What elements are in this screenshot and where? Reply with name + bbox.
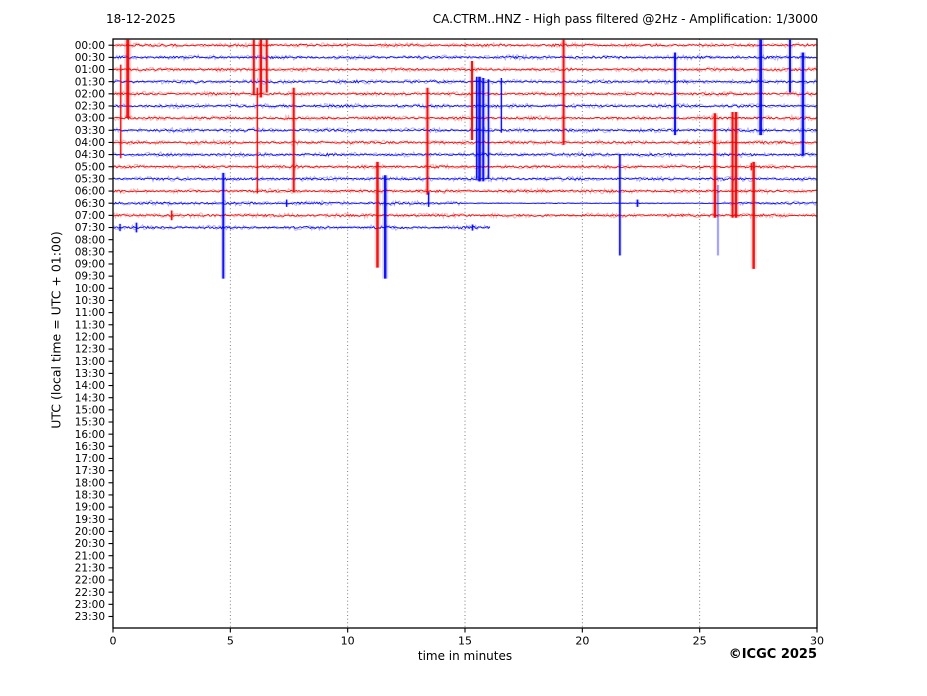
y-tick-label: 01:30 — [75, 76, 105, 88]
y-tick-label: 15:30 — [75, 417, 105, 429]
y-tick-label: 09:00 — [75, 259, 105, 271]
y-tick-label: 10:30 — [75, 295, 105, 307]
x-tick-label: 25 — [693, 635, 707, 648]
y-tick-label: 07:30 — [75, 222, 105, 234]
y-tick-label: 14:30 — [75, 392, 105, 404]
y-tick-label: 22:30 — [75, 587, 105, 599]
plot-title: CA.CTRM..HNZ - High pass filtered @2Hz -… — [432, 12, 818, 26]
y-tick-label: 15:00 — [75, 404, 105, 416]
y-tick-label: 00:00 — [75, 40, 105, 52]
y-tick-label: 12:30 — [75, 344, 105, 356]
y-tick-label: 07:00 — [75, 210, 105, 222]
x-tick-label: 10 — [341, 635, 355, 648]
y-tick-label: 09:30 — [75, 271, 105, 283]
y-tick-label: 05:30 — [75, 174, 105, 186]
y-tick-label: 22:00 — [75, 575, 105, 587]
y-tick-label: 03:00 — [75, 113, 105, 125]
y-tick-label: 21:00 — [75, 550, 105, 562]
y-tick-label: 10:00 — [75, 283, 105, 295]
trace-rows — [112, 40, 817, 232]
y-tick-label: 03:30 — [75, 125, 105, 137]
y-tick-label: 20:30 — [75, 538, 105, 550]
y-tick-label: 18:30 — [75, 490, 105, 502]
x-tick-label: 5 — [227, 635, 234, 648]
x-tick-label: 20 — [575, 635, 589, 648]
x-gridlines — [229, 39, 701, 628]
y-tick-label: 04:30 — [75, 149, 105, 161]
y-tick-label: 01:00 — [75, 64, 105, 76]
y-tick-label: 16:30 — [75, 441, 105, 453]
y-tick-label: 06:00 — [75, 186, 105, 198]
y-tick-label: 08:30 — [75, 246, 105, 258]
y-tick-label: 13:00 — [75, 356, 105, 368]
y-tick-label: 19:30 — [75, 514, 105, 526]
y-tick-label: 21:30 — [75, 562, 105, 574]
y-tick-label: 17:00 — [75, 453, 105, 465]
y-tick-label: 11:30 — [75, 319, 105, 331]
x-tick-label: 0 — [110, 635, 117, 648]
y-tick-label: 20:00 — [75, 526, 105, 538]
copyright-label: ©ICGC 2025 — [728, 647, 817, 662]
y-tick-label: 06:30 — [75, 198, 105, 210]
x-axis-label: time in minutes — [417, 649, 513, 663]
y-tick-label: 12:00 — [75, 332, 105, 344]
date-label: 18-12-2025 — [106, 12, 176, 26]
y-ticks: 00:0000:3001:0001:3002:0002:3003:0003:30… — [75, 40, 113, 623]
y-tick-label: 08:00 — [75, 234, 105, 246]
y-tick-label: 19:00 — [75, 502, 105, 514]
y-tick-label: 02:30 — [75, 101, 105, 113]
y-tick-label: 18:00 — [75, 477, 105, 489]
y-axis-label: UTC (local time = UTC + 01:00) — [48, 231, 64, 429]
y-tick-label: 13:30 — [75, 368, 105, 380]
y-tick-label: 17:30 — [75, 465, 105, 477]
y-tick-label: 23:30 — [75, 611, 105, 623]
y-tick-label: 16:00 — [75, 429, 105, 441]
x-tick-label: 30 — [810, 635, 824, 648]
y-tick-label: 14:00 — [75, 380, 105, 392]
x-ticks: 0 5 10 15 20 25 30 — [110, 628, 824, 648]
event-spikes — [118, 39, 806, 279]
y-tick-label: 11:00 — [75, 307, 105, 319]
x-tick-label: 15 — [458, 635, 472, 648]
y-tick-label: 02:00 — [75, 88, 105, 100]
y-tick-label: 00:30 — [75, 52, 105, 64]
y-tick-label: 05:00 — [75, 161, 105, 173]
y-tick-label: 23:00 — [75, 599, 105, 611]
y-tick-label: 04:00 — [75, 137, 105, 149]
